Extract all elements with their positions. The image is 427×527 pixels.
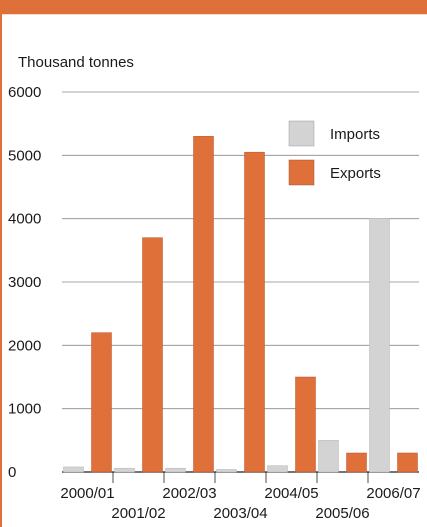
x-tick-label: 2002/03 (162, 485, 216, 502)
y-axis-label: Thousand tonnes (18, 54, 134, 71)
legend: Imports Exports (288, 120, 381, 186)
y-tick-label: 3000 (8, 274, 41, 291)
bar-exports-2005-06 (346, 452, 367, 473)
bar-imports-2000-01 (63, 466, 84, 473)
y-tick-label: 5000 (8, 147, 41, 164)
y-tick-label: 1000 (8, 401, 41, 418)
bar-imports-2003-04 (216, 469, 237, 473)
header-accent-line (0, 14, 427, 15)
bar-exports-2002-03 (193, 136, 214, 473)
y-tick-label: 2000 (8, 337, 41, 354)
bars (63, 136, 418, 473)
legend-label-exports: Exports (330, 165, 381, 182)
y-tick-label: 4000 (8, 211, 41, 228)
y-tick-label: 6000 (8, 84, 41, 101)
bar-imports-2004-05 (267, 465, 288, 473)
legend-swatch-imports (288, 120, 315, 147)
x-tick-label: 2000/01 (60, 485, 114, 502)
x-tick-label: 2001/02 (111, 505, 165, 522)
y-tick-label: 0 (8, 464, 16, 481)
gridlines (62, 91, 419, 473)
bar-imports-2006-07 (369, 218, 390, 473)
bar-exports-2003-04 (244, 151, 265, 473)
bar-imports-2001-02 (114, 467, 135, 473)
x-tick-label: 2004/05 (264, 485, 318, 502)
bar-exports-2001-02 (142, 237, 163, 473)
bar-imports-2005-06 (318, 440, 339, 473)
header-accent-band (0, 0, 427, 14)
x-tick-label: 2006/07 (366, 485, 420, 502)
y-tick-labels: 0 1000 2000 3000 4000 5000 6000 (8, 84, 41, 481)
x-tick-labels: 2000/01 2001/02 2002/03 2003/04 2004/05 2005/… (60, 472, 421, 522)
bar-exports-2006-07 (397, 452, 418, 473)
left-accent-rule (0, 14, 2, 527)
x-tick-label: 2005/06 (315, 505, 369, 522)
legend-swatch-exports (288, 159, 315, 186)
bar-exports-2000-01 (91, 332, 112, 473)
legend-label-imports: Imports (330, 126, 380, 143)
x-tick-label: 2003/04 (213, 505, 267, 522)
bar-imports-2002-03 (165, 467, 186, 473)
bar-exports-2004-05 (295, 376, 316, 473)
